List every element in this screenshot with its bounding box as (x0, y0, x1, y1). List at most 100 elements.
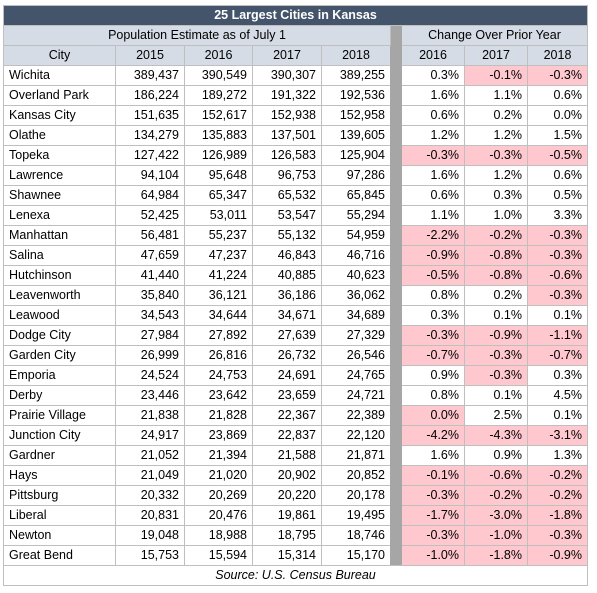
change-cell: -0.3% (464, 145, 528, 166)
population-cell: 15,753 (115, 545, 185, 566)
population-cell: 20,902 (252, 465, 322, 486)
change-cell: 0.3% (401, 305, 465, 326)
population-cell: 186,224 (115, 85, 185, 106)
population-cell: 20,178 (321, 485, 391, 506)
table-row: Manhattan 56,481 55,237 55,132 54,959 -2.2% -0… (3, 225, 588, 246)
change-cell: -0.3% (527, 65, 588, 86)
city-name-cell: Hutchinson (3, 265, 116, 286)
table-row: Derby 23,446 23,642 23,659 24,721 0.8% 0.1% 4.5… (3, 385, 588, 406)
population-cell: 20,332 (115, 485, 185, 506)
population-cell: 152,938 (252, 105, 322, 126)
population-cell: 19,861 (252, 505, 322, 526)
population-cell: 35,840 (115, 285, 185, 306)
change-cell: -0.3% (401, 145, 465, 166)
col-header-chg-2016: 2016 (401, 45, 465, 66)
population-cell: 137,501 (252, 125, 322, 146)
population-cell: 34,644 (184, 305, 253, 326)
population-cell: 15,314 (252, 545, 322, 566)
population-cell: 20,269 (184, 485, 253, 506)
column-header-row: City 2015 2016 2017 2018 2016 2017 2018 (3, 45, 588, 66)
population-cell: 23,659 (252, 385, 322, 406)
change-cell: 0.1% (527, 305, 588, 326)
population-cell: 53,547 (252, 205, 322, 226)
city-name-cell: Newton (3, 525, 116, 546)
change-cell: -0.3% (527, 225, 588, 246)
population-cell: 21,871 (321, 445, 391, 466)
population-cell: 134,279 (115, 125, 185, 146)
population-cell: 18,795 (252, 525, 322, 546)
table-row: Lawrence 94,104 95,648 96,753 97,286 1.6% 1.2%… (3, 165, 588, 186)
change-cell: 3.3% (527, 205, 588, 226)
population-cell: 23,869 (184, 425, 253, 446)
change-cell: 0.1% (464, 305, 528, 326)
city-name-cell: Wichita (3, 65, 116, 86)
change-cell: 0.5% (527, 185, 588, 206)
change-cell: -0.7% (527, 345, 588, 366)
population-cell: 21,828 (184, 405, 253, 426)
population-cell: 21,049 (115, 465, 185, 486)
table-row: Junction City 24,917 23,869 22,837 22,120 -4.… (3, 425, 588, 446)
population-cell: 152,958 (321, 105, 391, 126)
population-cell: 26,999 (115, 345, 185, 366)
table-row: Olathe 134,279 135,883 137,501 139,605 1.2% 1.… (3, 125, 588, 146)
change-cell: -0.5% (401, 265, 465, 286)
change-cell: -0.2% (464, 485, 528, 506)
table-row: Garden City 26,999 26,816 26,732 26,546 -0.7%… (3, 345, 588, 366)
city-name-cell: Pittsburg (3, 485, 116, 506)
change-cell: 1.6% (401, 85, 465, 106)
change-cell: 0.6% (527, 85, 588, 106)
source-row: Source: U.S. Census Bureau (3, 565, 588, 586)
change-cell: -0.3% (401, 325, 465, 346)
change-cell: -0.6% (527, 265, 588, 286)
population-cell: 23,642 (184, 385, 253, 406)
col-header-chg-2017: 2017 (464, 45, 528, 66)
change-cell: -0.1% (464, 65, 528, 86)
change-cell: 0.3% (527, 365, 588, 386)
change-cell: -0.3% (527, 285, 588, 306)
population-cell: 22,120 (321, 425, 391, 446)
table-row: Hays 21,049 21,020 20,902 20,852 -0.1% -0.6% -0… (3, 465, 588, 486)
city-name-cell: Leawood (3, 305, 116, 326)
population-cell: 21,020 (184, 465, 253, 486)
change-cell: -0.2% (527, 485, 588, 506)
table-row: Dodge City 27,984 27,892 27,639 27,329 -0.3% -… (3, 325, 588, 346)
change-cell: 1.6% (401, 445, 465, 466)
change-cell: 0.2% (464, 285, 528, 306)
table-row: Wichita 389,437 390,549 390,307 389,255 0.3% -… (3, 65, 588, 86)
change-cell: 0.8% (401, 385, 465, 406)
source-note: Source: U.S. Census Bureau (3, 565, 588, 586)
col-header-pop-2018: 2018 (321, 45, 391, 66)
city-name-cell: Dodge City (3, 325, 116, 346)
change-cell: -0.9% (464, 325, 528, 346)
city-name-cell: Shawnee (3, 185, 116, 206)
population-table-container: 25 Largest Cities in Kansas Population E… (3, 5, 588, 586)
table-row: Prairie Village 21,838 21,828 22,367 22,389 0… (3, 405, 588, 426)
change-cell: -0.9% (401, 245, 465, 266)
change-cell: 1.6% (401, 165, 465, 186)
change-cell: -0.7% (401, 345, 465, 366)
table-row: Pittsburg 20,332 20,269 20,220 20,178 -0.3% -0… (3, 485, 588, 506)
change-cell: 1.0% (464, 205, 528, 226)
population-cell: 390,549 (184, 65, 253, 86)
change-cell: -1.1% (527, 325, 588, 346)
change-cell: -1.7% (401, 505, 465, 526)
population-cell: 20,831 (115, 505, 185, 526)
city-name-cell: Manhattan (3, 225, 116, 246)
change-cell: 0.1% (464, 385, 528, 406)
change-cell: -0.3% (464, 345, 528, 366)
population-cell: 65,845 (321, 185, 391, 206)
population-cell: 36,121 (184, 285, 253, 306)
change-cell: 1.1% (401, 205, 465, 226)
table-row: Lenexa 52,425 53,011 53,547 55,294 1.1% 1.0% 3.… (3, 205, 588, 226)
change-cell: -0.3% (527, 245, 588, 266)
table-row: Emporia 24,524 24,753 24,691 24,765 0.9% -0.3%… (3, 365, 588, 386)
change-cell: -4.3% (464, 425, 528, 446)
change-cell: -0.2% (464, 225, 528, 246)
population-cell: 65,347 (184, 185, 253, 206)
population-cell: 19,495 (321, 505, 391, 526)
population-cell: 139,605 (321, 125, 391, 146)
city-name-cell: Great Bend (3, 545, 116, 566)
column-separator (390, 25, 402, 566)
city-name-cell: Prairie Village (3, 405, 116, 426)
population-cell: 27,329 (321, 325, 391, 346)
